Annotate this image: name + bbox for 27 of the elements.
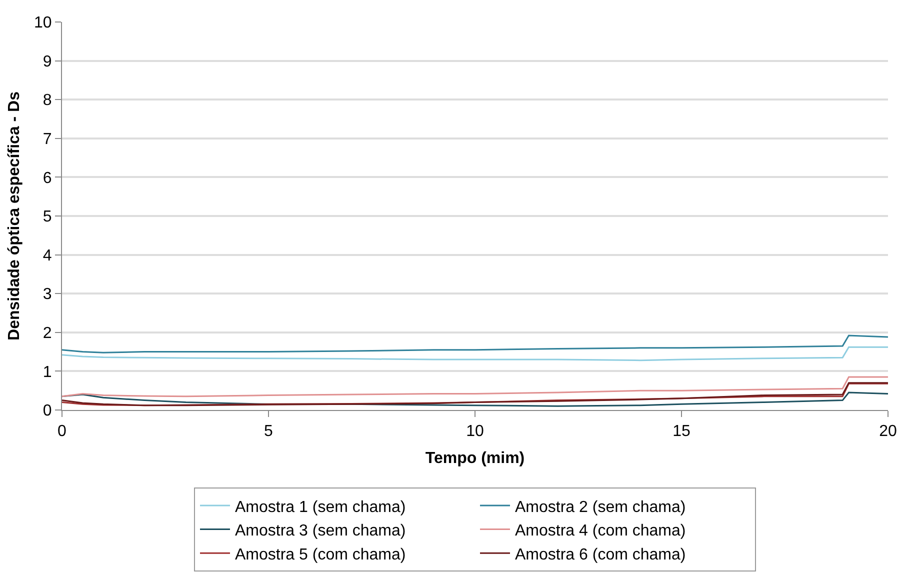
y-tick-label: 1 [42, 364, 52, 381]
line-series [62, 334, 888, 354]
y-axis-title: Densidade óptica específica - Ds [6, 91, 23, 340]
legend-label: Amostra 4 (com chama) [515, 522, 686, 540]
y-tick-label: 6 [42, 170, 52, 187]
x-tick-label: 5 [264, 423, 274, 440]
x-tick-label: 0 [58, 423, 67, 440]
y-tick-label: 3 [42, 286, 52, 304]
line-series [62, 376, 888, 398]
y-tick-label: 7 [42, 131, 52, 148]
y-tick-label: 4 [42, 247, 52, 264]
x-axis-title: Tempo (mim) [425, 450, 525, 467]
line-series [62, 346, 888, 362]
y-tick-label: 9 [42, 53, 52, 70]
legend-label: Amostra 3 (sem chama) [235, 522, 406, 540]
x-tick-label: 10 [466, 423, 484, 440]
legend-label: Amostra 1 (sem chama) [235, 498, 406, 516]
legend-label: Amostra 6 (com chama) [515, 546, 686, 564]
y-tick-label: 0 [42, 402, 52, 420]
y-tick-label: 2 [42, 325, 52, 342]
x-tick-label: 15 [672, 423, 690, 440]
x-tick-label: 20 [879, 423, 897, 440]
legend-label: Amostra 2 (sem chama) [515, 498, 686, 516]
y-tick-label: 10 [34, 14, 52, 32]
y-tick-label: 5 [42, 208, 52, 226]
legend-label: Amostra 5 (com chama) [235, 546, 406, 564]
y-tick-label: 8 [42, 92, 52, 110]
